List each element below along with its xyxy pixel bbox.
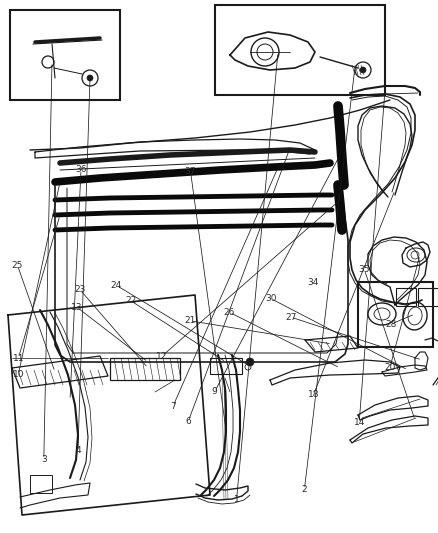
Text: 4: 4 bbox=[75, 446, 81, 455]
Text: 18: 18 bbox=[308, 390, 319, 399]
Text: 22: 22 bbox=[125, 296, 136, 305]
Bar bbox=[396, 288, 416, 306]
Text: 10: 10 bbox=[13, 370, 24, 378]
Text: 30: 30 bbox=[265, 294, 276, 303]
Circle shape bbox=[87, 75, 93, 81]
Text: 23: 23 bbox=[74, 286, 86, 294]
Text: 9: 9 bbox=[212, 387, 218, 396]
Bar bbox=[210, 358, 242, 374]
Bar bbox=[110, 358, 180, 380]
Bar bbox=[358, 282, 433, 347]
Bar bbox=[30, 475, 52, 493]
Text: 1: 1 bbox=[233, 496, 240, 504]
Text: 2: 2 bbox=[302, 485, 307, 494]
Text: 7: 7 bbox=[170, 402, 176, 410]
Text: 3: 3 bbox=[41, 455, 47, 464]
Text: 6: 6 bbox=[185, 417, 191, 425]
Bar bbox=[215, 5, 385, 95]
Text: 21: 21 bbox=[185, 317, 196, 325]
Text: 26: 26 bbox=[224, 308, 235, 317]
Text: 35: 35 bbox=[359, 265, 370, 274]
Circle shape bbox=[360, 67, 366, 73]
Circle shape bbox=[246, 358, 254, 366]
Bar bbox=[10, 10, 120, 100]
Text: 28: 28 bbox=[385, 320, 397, 328]
Bar bbox=[418, 288, 438, 306]
Text: 11: 11 bbox=[13, 354, 24, 362]
Text: 20: 20 bbox=[384, 364, 396, 372]
Text: 36: 36 bbox=[75, 165, 87, 174]
Text: 27: 27 bbox=[285, 313, 297, 321]
Text: 34: 34 bbox=[307, 278, 319, 287]
Text: 14: 14 bbox=[353, 418, 365, 427]
Text: 13: 13 bbox=[71, 303, 82, 311]
Text: 12: 12 bbox=[156, 352, 168, 360]
Text: 24: 24 bbox=[110, 281, 122, 289]
Text: 25: 25 bbox=[12, 261, 23, 270]
Text: 37: 37 bbox=[185, 167, 196, 176]
